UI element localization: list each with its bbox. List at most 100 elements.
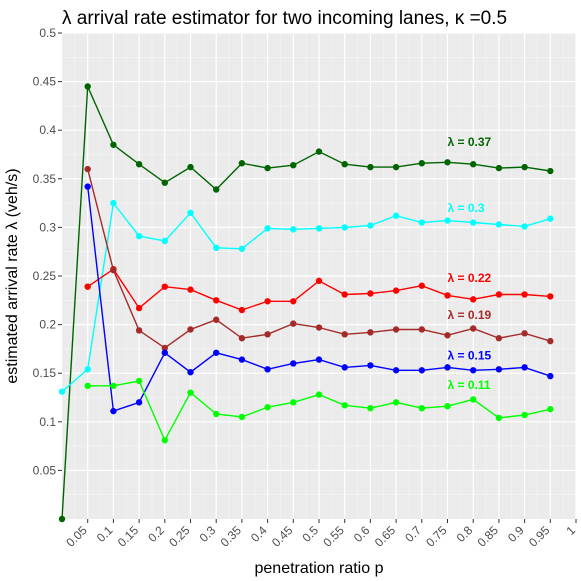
- data-point: [161, 437, 168, 444]
- data-point: [187, 286, 194, 293]
- x-tick-label: 1: [563, 523, 578, 538]
- data-point: [444, 217, 451, 224]
- data-point: [444, 364, 451, 371]
- data-point: [547, 405, 554, 413]
- data-point: [470, 325, 477, 332]
- x-tick-label: 0.2: [145, 523, 167, 545]
- data-point: [110, 141, 117, 148]
- data-point: [521, 364, 528, 371]
- data-point: [392, 212, 400, 219]
- data-point: [135, 399, 143, 406]
- data-point: [58, 388, 66, 395]
- data-point: [547, 337, 554, 345]
- data-point: [290, 360, 297, 367]
- x-tick-label: 0.3: [197, 523, 219, 545]
- series-group: [84, 377, 554, 444]
- data-point: [470, 161, 477, 168]
- data-point: [187, 389, 194, 396]
- data-point: [547, 215, 554, 222]
- x-tick-label: 0.8: [454, 523, 476, 545]
- data-point: [264, 404, 271, 411]
- data-point: [238, 356, 246, 363]
- data-point: [418, 160, 425, 167]
- series-label: λ = 0.22: [448, 271, 492, 285]
- data-point: [341, 402, 348, 409]
- data-point: [135, 304, 143, 312]
- data-point: [341, 224, 348, 231]
- y-tick-label: 0.1: [39, 415, 56, 429]
- data-point: [495, 221, 503, 228]
- data-point: [495, 291, 503, 298]
- x-tick-label: 0.6: [351, 523, 373, 545]
- data-point: [110, 199, 117, 207]
- data-point: [161, 283, 168, 290]
- data-point: [110, 266, 117, 274]
- x-tick-label: 0.75: [423, 523, 450, 550]
- data-point: [213, 186, 220, 193]
- data-point: [290, 399, 297, 406]
- data-point: [290, 161, 297, 169]
- y-tick-label: 0.4: [39, 123, 56, 137]
- data-point: [470, 296, 477, 303]
- data-point: [418, 219, 425, 226]
- data-point: [264, 164, 271, 172]
- data-point: [315, 277, 323, 285]
- data-point: [238, 413, 246, 421]
- data-point: [213, 410, 220, 418]
- data-point: [444, 159, 451, 166]
- data-point: [547, 372, 554, 380]
- x-tick-label: 0.15: [115, 523, 142, 550]
- data-point: [418, 367, 425, 374]
- data-point: [495, 164, 503, 172]
- series-line: [61, 201, 551, 393]
- series-label: λ = 0.15: [448, 349, 492, 363]
- data-point: [161, 237, 168, 245]
- data-point: [315, 324, 323, 331]
- data-point: [470, 396, 477, 403]
- data-point: [367, 290, 374, 297]
- data-point: [290, 320, 297, 327]
- data-point: [187, 209, 194, 217]
- x-tick-label: 0.5: [299, 523, 321, 545]
- y-tick-label: 0.2: [39, 318, 56, 332]
- data-point: [213, 297, 220, 304]
- data-point: [418, 282, 425, 289]
- data-point: [495, 366, 503, 373]
- data-point: [187, 326, 194, 333]
- grid-lines: [62, 32, 577, 519]
- data-point: [495, 414, 503, 422]
- data-point: [444, 403, 451, 410]
- series-group: [58, 199, 554, 395]
- data-point: [392, 287, 400, 294]
- data-point: [315, 225, 323, 232]
- data-point: [470, 367, 477, 374]
- data-point: [238, 160, 246, 167]
- data-point: [213, 349, 220, 356]
- data-point: [444, 292, 451, 299]
- data-point: [315, 391, 323, 398]
- x-tick-label: 0.55: [320, 523, 347, 550]
- data-point: [84, 366, 91, 373]
- data-point: [110, 407, 117, 415]
- x-tick-label: 0.9: [505, 523, 527, 545]
- data-point: [367, 329, 374, 336]
- data-point: [367, 404, 374, 412]
- x-tick-label: 0.65: [372, 523, 399, 550]
- x-tick-label: 0.1: [94, 523, 116, 545]
- series-lines: [58, 83, 554, 523]
- data-point: [367, 222, 374, 229]
- series-group: [84, 265, 554, 314]
- series-line: [61, 86, 551, 520]
- data-point: [135, 377, 143, 385]
- data-point: [264, 331, 271, 338]
- data-point: [367, 362, 374, 369]
- data-point: [392, 163, 400, 171]
- data-point: [135, 327, 143, 334]
- y-tick-label: 0.3: [39, 220, 56, 234]
- x-tick-label: 0.7: [402, 523, 424, 545]
- data-point: [264, 366, 271, 373]
- data-point: [392, 399, 400, 406]
- data-point: [521, 291, 528, 298]
- x-axis-title: penetration ratio p: [255, 560, 384, 577]
